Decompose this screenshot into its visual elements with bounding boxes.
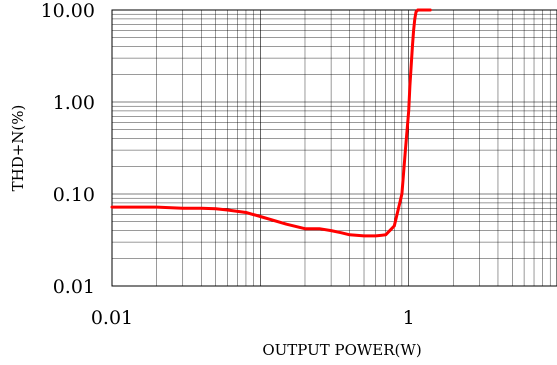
thd-series-line	[110, 8, 432, 238]
x-tick-label: 1	[403, 307, 415, 329]
y-tick-label: 1.00	[53, 92, 95, 114]
y-tick-label: 0.01	[53, 276, 95, 298]
y-tick-label: 10.00	[41, 0, 95, 22]
tick-labels: 10.00 1.00 0.10 0.01 0.01 1	[41, 0, 415, 329]
grid	[111, 10, 557, 287]
plot-frame	[111, 9, 557, 287]
y-tick-label: 0.10	[53, 184, 95, 206]
x-axis-label: OUTPUT POWER(W)	[262, 341, 421, 359]
x-tick-label: 0.01	[91, 307, 133, 329]
series-group	[110, 8, 432, 238]
y-axis-label: THD+N(%)	[9, 105, 27, 192]
